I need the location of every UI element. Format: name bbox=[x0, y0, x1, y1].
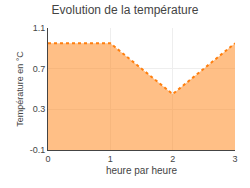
svg-text:0: 0 bbox=[45, 154, 50, 164]
svg-text:0.3: 0.3 bbox=[33, 104, 46, 114]
svg-text:heure par heure: heure par heure bbox=[106, 165, 178, 176]
svg-text:2: 2 bbox=[170, 154, 175, 164]
svg-text:Evolution de la température: Evolution de la température bbox=[52, 3, 199, 17]
svg-text:1.1: 1.1 bbox=[33, 23, 46, 33]
svg-text:Température en °C: Température en °C bbox=[15, 51, 25, 127]
svg-text:0.7: 0.7 bbox=[33, 64, 46, 74]
svg-text:3: 3 bbox=[232, 154, 237, 164]
svg-text:-0.1: -0.1 bbox=[30, 145, 46, 155]
svg-text:1: 1 bbox=[108, 154, 113, 164]
